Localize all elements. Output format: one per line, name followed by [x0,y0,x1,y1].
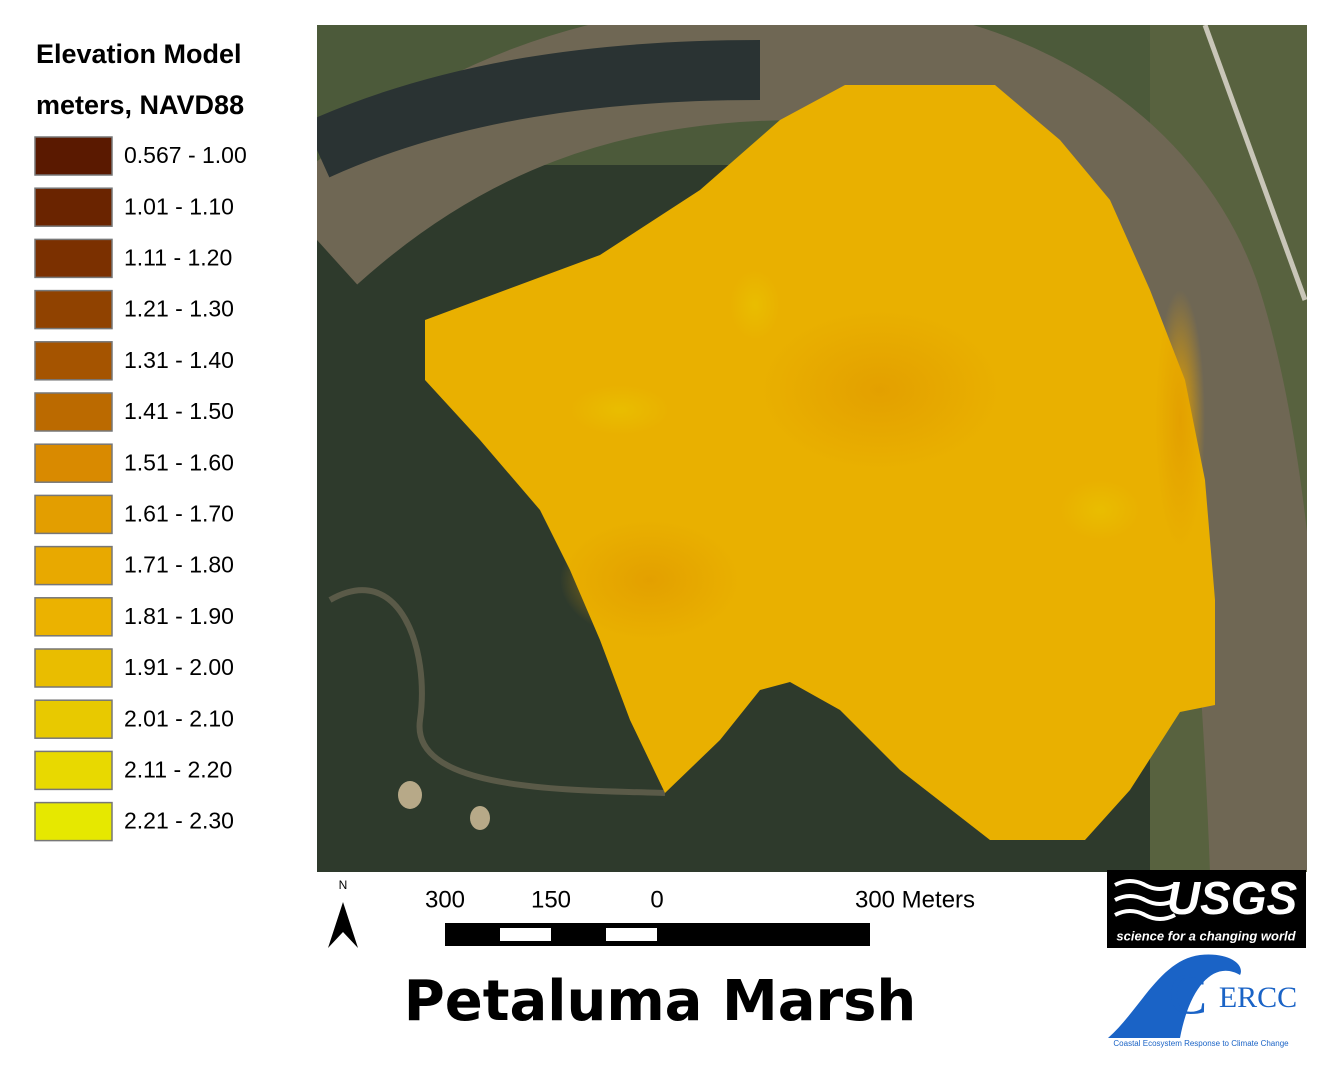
satellite-map [317,25,1307,872]
legend-label: 1.21 - 1.30 [124,296,234,322]
legend-label: 1.71 - 1.80 [124,552,234,578]
legend-subtitle: meters, NAVD88 [36,90,244,120]
legend-swatch [34,341,113,381]
usgs-name: USGS [1167,872,1298,924]
legend-swatch [34,545,113,586]
legend-label: 1.31 - 1.40 [124,347,234,373]
north-label: N [339,878,348,892]
legend-swatch [34,136,113,176]
cercc-letter: C [1169,961,1208,1026]
legend-label: 1.91 - 2.00 [124,654,234,680]
legend-swatch [34,443,113,483]
legend-label: 1.11 - 1.20 [124,244,232,270]
legend-swatch [34,750,113,791]
legend-swatch [34,187,113,227]
scale-label: 150 [531,886,571,913]
cercc-name: ERCC [1219,981,1297,1014]
legend-label: 0.567 - 1.00 [124,142,247,168]
scale-bar [445,923,870,946]
map-title: Petaluma Marsh [404,969,917,1034]
legend-label: 1.81 - 1.90 [124,603,234,629]
legend-label: 1.51 - 1.60 [124,449,234,475]
legend-title: Elevation Model [36,39,242,69]
legend-swatch [34,494,113,535]
legend-swatch [34,801,113,842]
elevation-surface [425,85,1215,840]
scale-label: 300 [425,886,465,913]
legend-label: 2.01 - 2.10 [124,705,234,731]
usgs-tagline: science for a changing world [1116,928,1296,943]
scale-label: 300 Meters [855,886,975,913]
legend-swatch [34,699,113,739]
legend-swatch [34,289,113,330]
legend-label: 1.01 - 1.10 [124,193,234,219]
legend-label: 2.11 - 2.20 [124,756,232,782]
legend-swatch [34,392,113,432]
legend-label: 2.21 - 2.30 [124,808,234,834]
usgs-logo: USGS science for a changing world [1107,870,1306,948]
legend-swatch [34,597,113,637]
legend-swatch [34,648,113,688]
scale-label: 0 [650,886,663,913]
legend-swatch [34,238,113,279]
legend-label: 1.41 - 1.50 [124,398,234,424]
legend-label: 1.61 - 1.70 [124,500,234,526]
cercc-logo: C ERCC Coastal Ecosystem Response to Cli… [1108,954,1297,1048]
legend: 0.567 - 1.00 1.01 - 1.10 1.11 - 1.20 1.21 -… [34,136,247,842]
cercc-caption: Coastal Ecosystem Response to Climate Ch… [1113,1039,1289,1048]
north-arrow [328,902,358,948]
